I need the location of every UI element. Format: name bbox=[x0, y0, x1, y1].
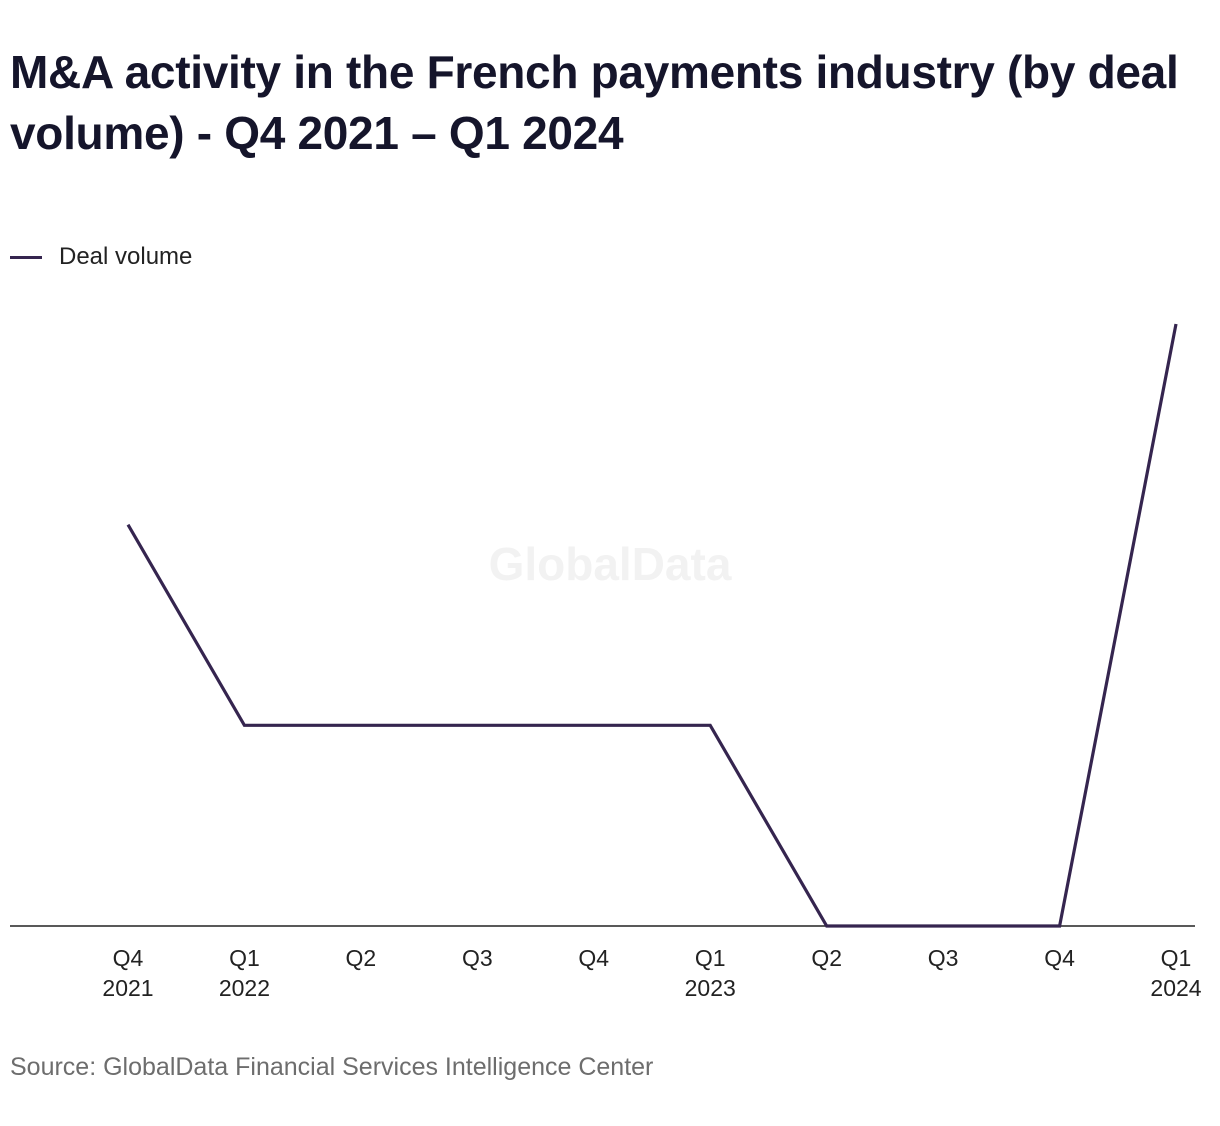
chart-title: M&A activity in the French payments indu… bbox=[10, 46, 1179, 159]
x-tick-label-quarter: Q2 bbox=[811, 945, 842, 971]
x-tick-label-quarter: Q3 bbox=[462, 945, 493, 971]
x-tick-labels: Q4 2021 Q1 2022 Q2 Q3 Q4 Q1 2023 Q2 Q3 Q4 Q1 2024 bbox=[102, 945, 1201, 1001]
series-line-deal-volume bbox=[126, 323, 1178, 928]
x-tick-label-quarter: Q4 bbox=[1044, 945, 1075, 971]
x-tick-label-quarter: Q3 bbox=[928, 945, 959, 971]
source-note: Source: GlobalData Financial Services In… bbox=[10, 1053, 654, 1081]
legend: Deal volume bbox=[10, 242, 192, 272]
x-tick-label-year: 2023 bbox=[685, 975, 736, 1001]
x-tick-label-quarter: Q1 bbox=[695, 945, 726, 971]
x-tick-label-quarter: Q1 bbox=[229, 945, 260, 971]
legend-label-deal-volume: Deal volume bbox=[59, 243, 193, 270]
x-tick-label-quarter: Q4 bbox=[113, 945, 144, 971]
x-tick-label-quarter: Q2 bbox=[346, 945, 377, 971]
x-tick-label-year: 2021 bbox=[102, 975, 153, 1001]
series-layer bbox=[126, 323, 1178, 928]
legend-swatch-deal-volume bbox=[10, 255, 42, 259]
x-tick-label-year: 2022 bbox=[219, 975, 270, 1001]
x-tick-label-year: 2024 bbox=[1150, 975, 1201, 1001]
watermark: GlobalData bbox=[489, 538, 732, 590]
x-tick-label-quarter: Q1 bbox=[1161, 945, 1192, 971]
x-tick-label-quarter: Q4 bbox=[578, 945, 609, 971]
